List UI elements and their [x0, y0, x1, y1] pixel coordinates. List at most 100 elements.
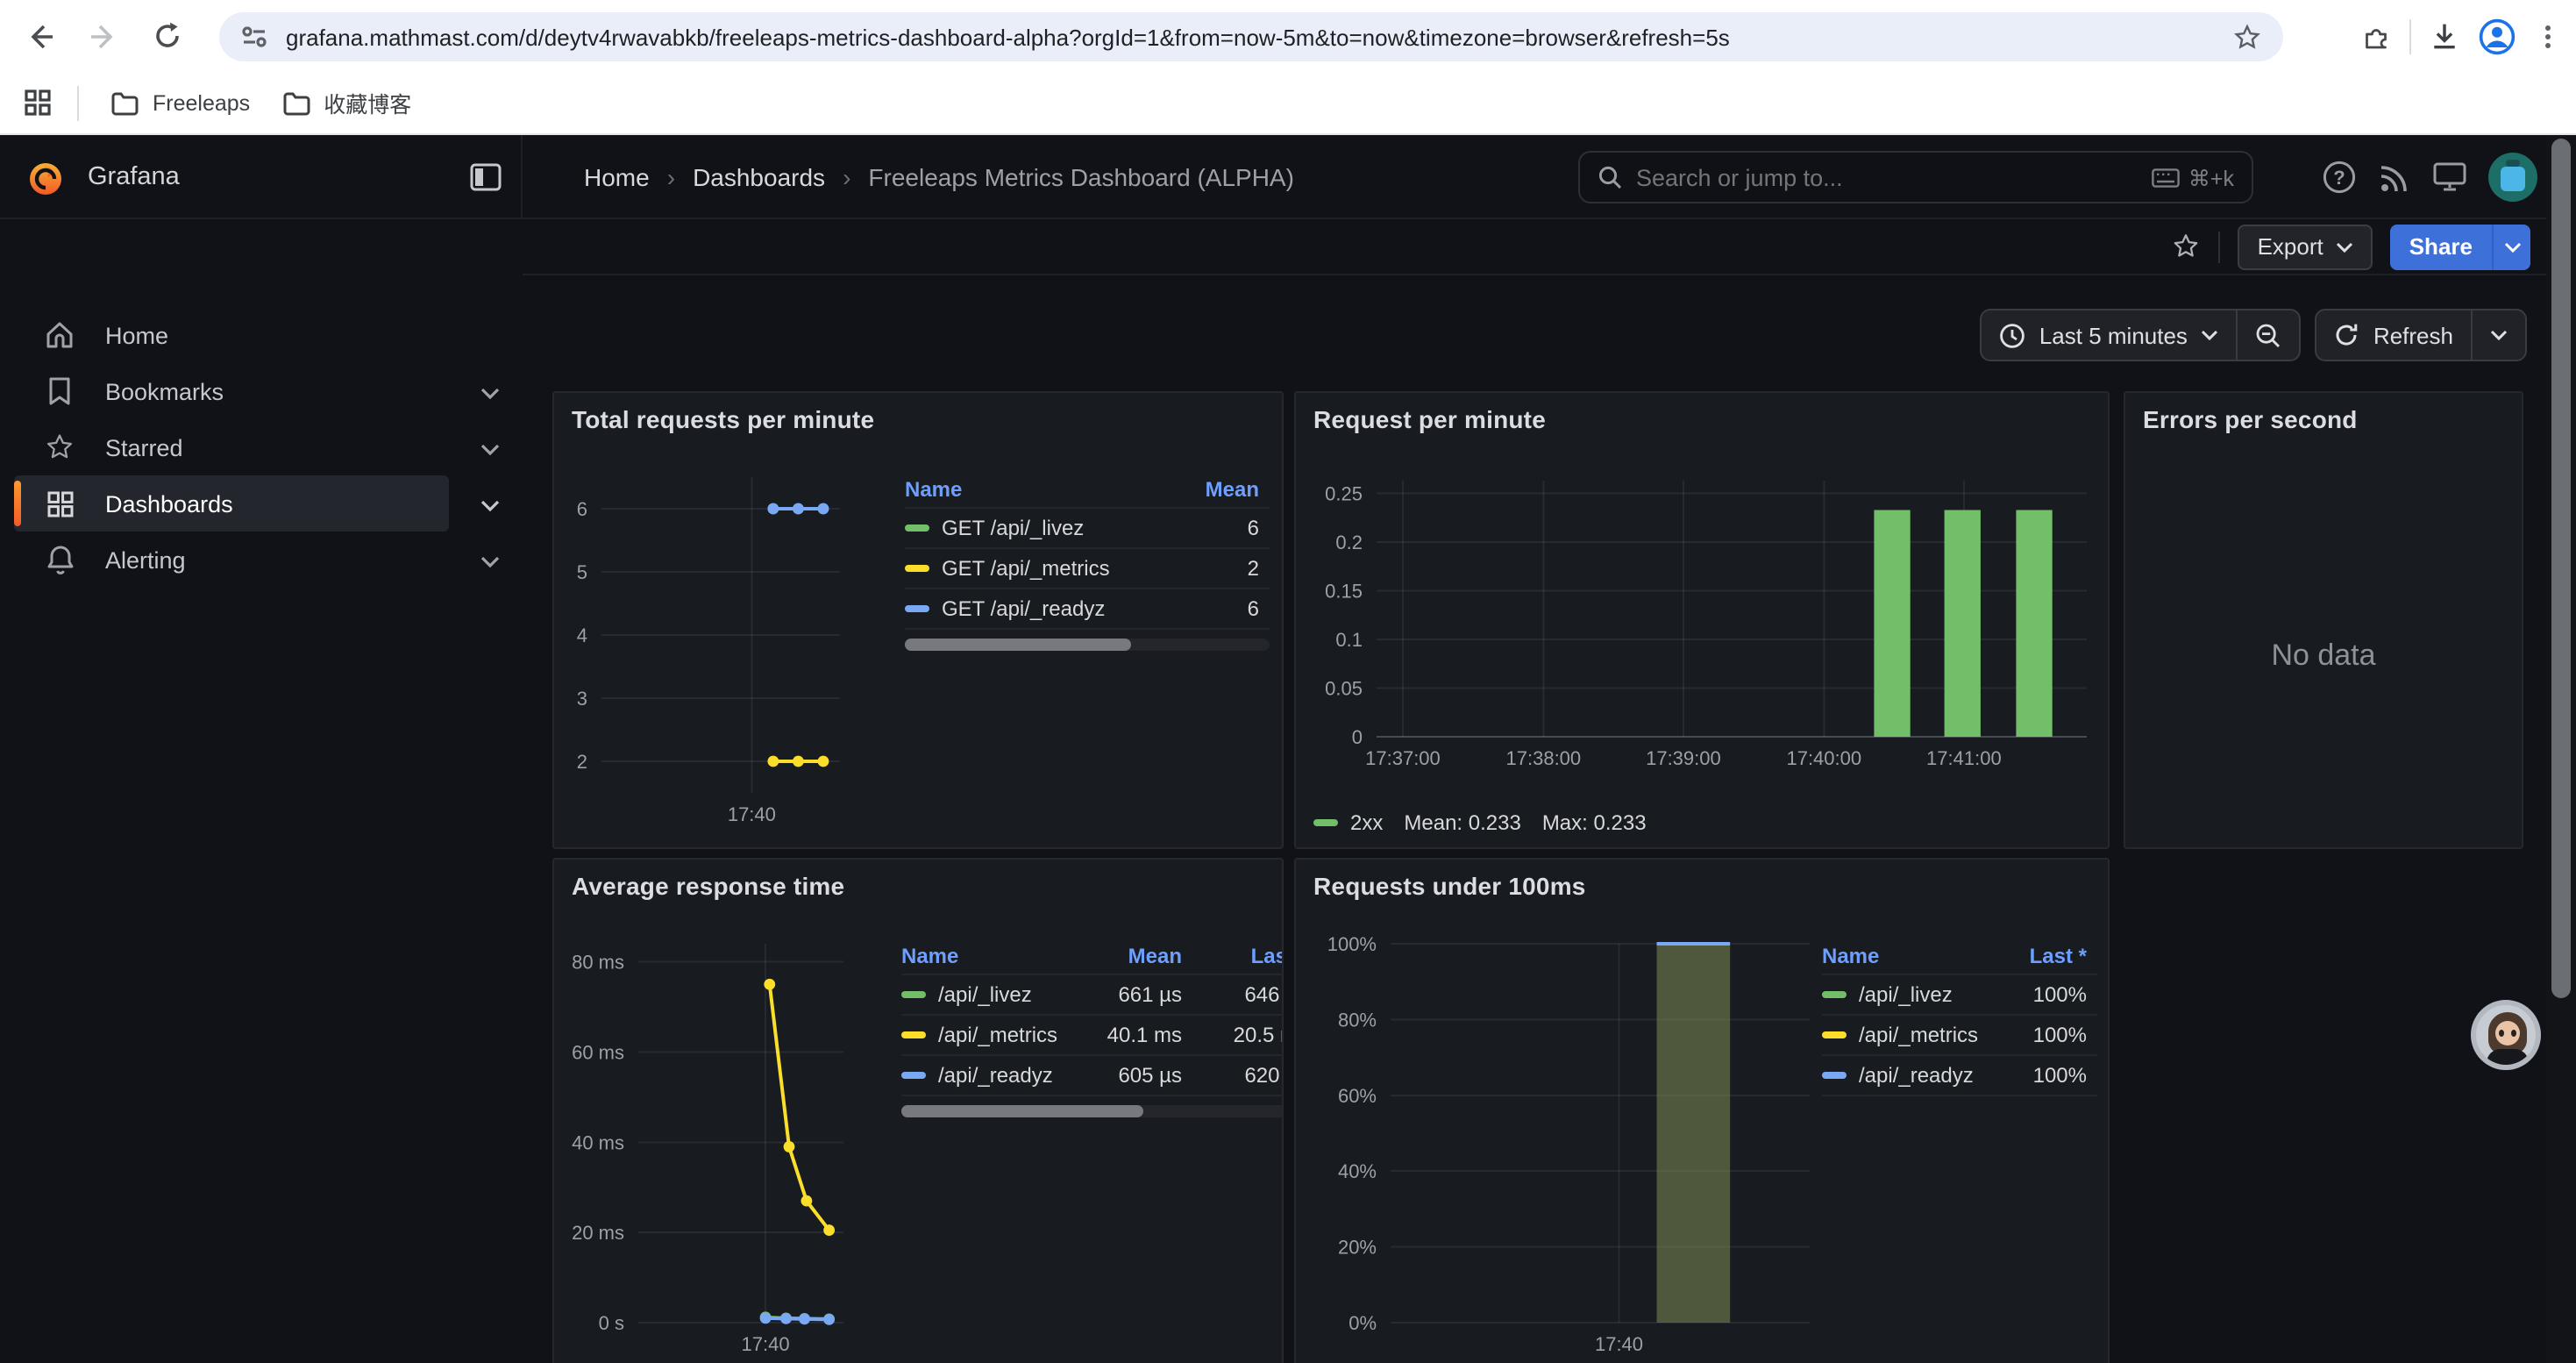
table-row[interactable]: /api/_livez 661 µs 646 µs [901, 975, 1282, 1016]
search-box[interactable]: ⌘+k [1578, 151, 2253, 203]
table-row[interactable]: /api/_metrics 100% [1822, 1016, 2097, 1056]
panel-errors-per-second[interactable]: Errors per second No data [2124, 391, 2523, 849]
total-requests-legend-table[interactable]: Name Mean GET /api/_livez 6 GET /api/_metric… [905, 470, 1270, 651]
average-response-legend-table[interactable]: Name Mean Last * /api/_livez 661 µs 646 µs/ap… [901, 937, 1282, 1117]
table-row[interactable]: GET /api/_livez 6 [905, 509, 1270, 549]
column-header[interactable]: Mean [1205, 476, 1259, 501]
chevron-down-icon[interactable] [480, 546, 500, 573]
table-scrollbar[interactable] [905, 639, 1270, 651]
refresh-interval-button[interactable] [2473, 310, 2525, 360]
scrollbar-thumb[interactable] [905, 639, 1131, 651]
panel-average-response-time[interactable]: Average response time 80 ms 60 ms 40 ms 20 … [552, 858, 1284, 1363]
avatar-art [2487, 1049, 2529, 1065]
table-row[interactable]: /api/_metrics 40.1 ms 20.5 ms [901, 1016, 1282, 1056]
series-value: 620 µs [1244, 1063, 1282, 1088]
column-header[interactable]: Name [905, 476, 963, 501]
forward-icon [91, 24, 113, 48]
browser-actions [2360, 0, 2562, 72]
dock-sidebar-icon[interactable] [470, 163, 502, 191]
bookmarks-divider [77, 85, 79, 120]
extensions-icon[interactable] [2360, 20, 2392, 52]
panel-title[interactable]: Requests under 100ms [1313, 872, 1586, 900]
series-color-pill [905, 565, 929, 572]
svg-text:4: 4 [577, 624, 587, 646]
panel-requests-under-100ms[interactable]: Requests under 100ms 100% 80% 60% 40% 20% 0% 1… [1294, 858, 2110, 1363]
bookmark-star-icon[interactable] [2232, 22, 2262, 52]
breadcrumb-dashboards[interactable]: Dashboards [693, 163, 826, 191]
url-bar[interactable]: grafana.mathmast.com/d/deytv4rwavabkb/fr… [219, 12, 2283, 61]
series-value: 100% [2032, 982, 2087, 1007]
site-settings-icon[interactable] [240, 23, 268, 51]
help-icon[interactable]: ? [2322, 160, 2357, 195]
forward-button[interactable] [77, 10, 130, 62]
time-range-picker[interactable]: Last 5 minutes [1982, 310, 2237, 360]
svg-text:60 ms: 60 ms [572, 1041, 624, 1063]
svg-text:0.2: 0.2 [1335, 532, 1363, 553]
column-header[interactable]: Last * [1250, 943, 1282, 967]
monitor-icon[interactable] [2432, 161, 2467, 193]
under-100ms-legend-table[interactable]: Name Last * /api/_livez 100% /api/_metrics 10… [1822, 937, 2097, 1096]
legend-series-name[interactable]: 2xx [1350, 810, 1384, 835]
panel-title[interactable]: Errors per second [2143, 405, 2358, 433]
bookmark-folder-blogs[interactable]: 收藏博客 [281, 86, 411, 119]
url-text[interactable]: grafana.mathmast.com/d/deytv4rwavabkb/fr… [286, 24, 1730, 50]
chart-legend[interactable]: 2xx Mean: 0.233 Max: 0.233 [1313, 810, 1647, 835]
favorite-star-icon[interactable] [2172, 232, 2202, 261]
table-scrollbar[interactable] [901, 1105, 1282, 1117]
chevron-down-icon[interactable] [480, 490, 500, 517]
back-button[interactable] [14, 10, 67, 62]
sidebar-item-dashboards[interactable]: Dashboards [14, 475, 500, 532]
downloads-icon[interactable] [2429, 20, 2460, 52]
chevron-down-icon[interactable] [480, 434, 500, 460]
chevron-down-icon [2202, 330, 2218, 340]
column-header[interactable]: Last * [2029, 943, 2087, 967]
sidebar-item-bookmarks[interactable]: Bookmarks [14, 363, 500, 419]
page-scrollbar[interactable] [2546, 135, 2576, 1363]
scrollbar-thumb[interactable] [901, 1105, 1144, 1117]
zoom-out-button[interactable] [2238, 310, 2300, 360]
share-menu-button[interactable] [2492, 224, 2530, 269]
sidebar-item-alerting[interactable]: Alerting [14, 532, 500, 588]
table-row[interactable]: GET /api/_metrics 2 [905, 549, 1270, 589]
search-input[interactable] [1636, 164, 2152, 190]
column-header[interactable]: Name [1822, 943, 1880, 967]
export-button[interactable]: Export [2238, 224, 2373, 269]
table-row[interactable]: /api/_readyz 605 µs 620 µs [901, 1056, 1282, 1096]
user-avatar[interactable] [2488, 153, 2537, 202]
panel-title[interactable]: Total requests per minute [572, 405, 875, 433]
reload-button[interactable] [140, 10, 193, 62]
grafana-brand-label[interactable]: Grafana [88, 163, 180, 191]
refresh-button[interactable]: Refresh [2317, 310, 2471, 360]
table-row[interactable]: /api/_readyz 100% [1822, 1056, 2097, 1096]
bookmark-folder-freeleaps[interactable]: Freeleaps [110, 90, 250, 115]
toolbar-divider [2218, 231, 2221, 262]
folder-icon [111, 91, 139, 115]
svg-text:5: 5 [577, 561, 587, 583]
refresh-icon [2337, 324, 2359, 346]
scrollbar-thumb[interactable] [2551, 139, 2571, 998]
panel-request-per-minute[interactable]: Request per minute 0.25 0.2 0.15 0.1 0.05 0 17… [1294, 391, 2110, 849]
chart-canvas: 6 5 4 3 2 17:40 [577, 477, 840, 825]
assistant-avatar[interactable] [2471, 1000, 2541, 1070]
sidebar-item-starred[interactable]: Starred [14, 419, 500, 475]
refresh-group: Refresh [2315, 309, 2527, 361]
apps-grid-icon[interactable] [23, 88, 53, 118]
rss-news-icon[interactable] [2378, 161, 2411, 194]
panel-total-requests[interactable]: Total requests per minute 6 5 4 3 2 17:40 Nam… [552, 391, 1284, 849]
share-button[interactable]: Share [2389, 224, 2492, 269]
browser-menu-icon[interactable] [2534, 22, 2562, 50]
sidebar-item-home[interactable]: Home [14, 307, 449, 363]
table-row[interactable]: /api/_livez 100% [1822, 975, 2097, 1016]
panel-title[interactable]: Request per minute [1313, 405, 1546, 433]
breadcrumb-home[interactable]: Home [584, 163, 650, 191]
panel-title[interactable]: Average response time [572, 872, 845, 900]
grafana-logo[interactable] [25, 156, 67, 198]
svg-text:17:41:00: 17:41:00 [1926, 747, 2002, 769]
nav-icons: ? [2322, 135, 2537, 219]
profile-avatar-icon[interactable] [2478, 17, 2516, 55]
chevron-down-icon[interactable] [480, 378, 500, 404]
table-row[interactable]: GET /api/_readyz 6 [905, 589, 1270, 630]
column-header[interactable]: Name [901, 943, 959, 967]
column-header[interactable]: Mean [1128, 943, 1182, 967]
